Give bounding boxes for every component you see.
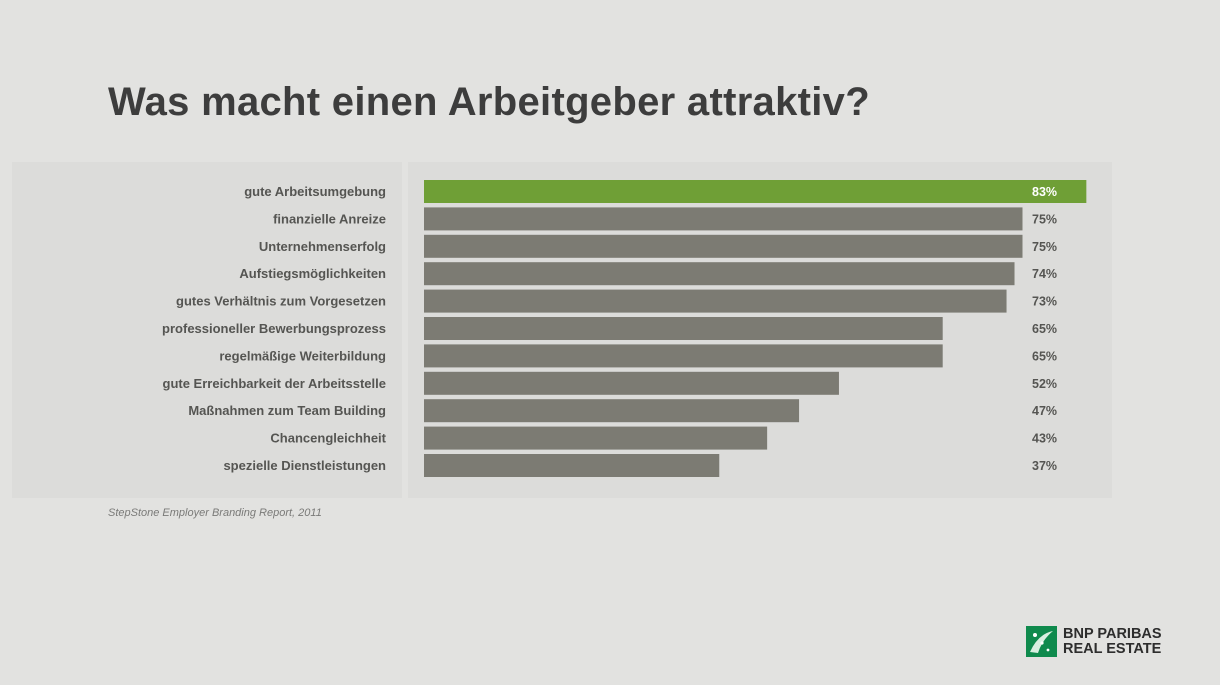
value-label: 65%: [1032, 322, 1057, 336]
category-label: gute Arbeitsumgebung: [244, 184, 386, 199]
category-label: Unternehmenserfolg: [259, 239, 386, 254]
category-label: regelmäßige Weiterbildung: [219, 348, 386, 363]
bar: [424, 454, 720, 477]
bar: [424, 289, 1007, 313]
category-label: spezielle Dienstleistungen: [223, 458, 386, 473]
chart-title: Was macht einen Arbeitgeber attraktiv?: [108, 80, 870, 124]
value-label: 52%: [1032, 377, 1057, 391]
logo-line-1: BNP PARIBAS: [1063, 626, 1162, 642]
value-label: 75%: [1032, 212, 1057, 226]
bar: [424, 399, 800, 423]
value-label: 75%: [1032, 240, 1057, 254]
bar: [424, 317, 943, 340]
value-label: 37%: [1032, 459, 1057, 473]
bar: [424, 180, 1087, 203]
logo-stars-icon: [1026, 626, 1057, 657]
value-label: 74%: [1032, 267, 1057, 281]
category-label: professioneller Bewerbungsprozess: [162, 321, 386, 336]
category-label: Maßnahmen zum Team Building: [188, 403, 386, 418]
bar: [424, 262, 1015, 286]
bar: [424, 207, 1023, 231]
value-label: 83%: [1032, 185, 1057, 199]
value-label: 65%: [1032, 349, 1057, 363]
category-label: Aufstiegsmöglichkeiten: [239, 266, 386, 281]
category-label: gute Erreichbarkeit der Arbeitsstelle: [163, 376, 387, 391]
value-label: 47%: [1032, 404, 1057, 418]
bar: [424, 344, 943, 368]
category-label: gutes Verhältnis zum Vorgesetzen: [176, 294, 386, 309]
bar: [424, 234, 1023, 258]
logo-line-2: REAL ESTATE: [1063, 641, 1162, 657]
bar: [424, 371, 839, 395]
bar: [424, 426, 768, 450]
category-label: finanzielle Anreize: [273, 211, 386, 226]
value-label: 73%: [1032, 295, 1057, 309]
category-label-panel: [12, 162, 402, 498]
category-label: Chancengleichheit: [270, 431, 386, 446]
value-label: 43%: [1032, 432, 1057, 446]
logo-text: BNP PARIBAS REAL ESTATE: [1063, 627, 1162, 657]
bnp-paribas-logo: BNP PARIBAS REAL ESTATE: [1026, 626, 1206, 660]
source-note: StepStone Employer Branding Report, 2011: [108, 507, 322, 519]
